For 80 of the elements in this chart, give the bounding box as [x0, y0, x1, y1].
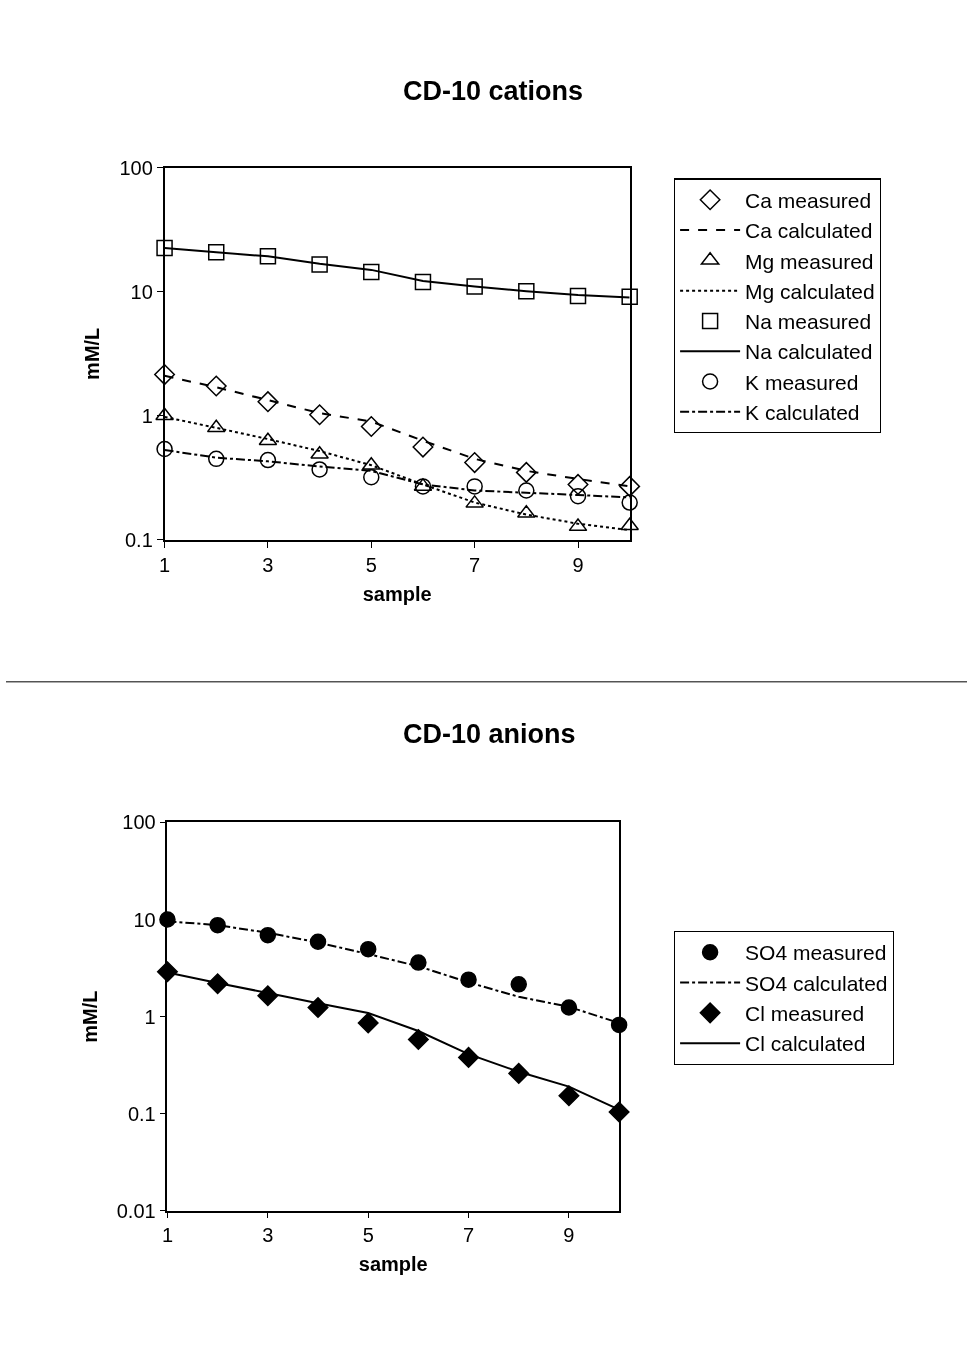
point	[518, 282, 535, 300]
chart-title: CD-10 cations	[403, 76, 584, 106]
x-tick-label: 5	[362, 1224, 374, 1247]
point	[257, 391, 279, 413]
point	[464, 452, 486, 474]
x-tick-label: 3	[262, 1224, 274, 1247]
point	[359, 940, 377, 958]
point	[311, 461, 328, 478]
y-tick-label: 1	[144, 1005, 156, 1028]
x-axis-title: sample	[358, 1253, 428, 1276]
point	[510, 976, 527, 993]
legend-label: Ca calculated	[745, 219, 873, 243]
x-tick-label: 7	[469, 553, 481, 576]
legend-label: K measured	[745, 370, 859, 394]
chart-title: CD-10 anions	[403, 719, 576, 749]
legend-label: Mg measured	[745, 249, 874, 273]
y-tick-label: 0.01	[116, 1199, 156, 1222]
y-tick-label: 100	[122, 811, 156, 834]
legend-label: Ca measured	[745, 188, 872, 212]
point	[414, 273, 432, 291]
point	[619, 475, 641, 497]
point	[567, 473, 589, 495]
y-tick-label: 1	[141, 404, 153, 427]
point	[156, 239, 173, 257]
legend-label: Na measured	[745, 310, 872, 334]
point	[466, 478, 483, 495]
point	[259, 248, 277, 265]
point	[516, 504, 536, 518]
point	[569, 287, 587, 305]
point	[307, 997, 329, 1019]
legend-label: SO4 measured	[745, 941, 887, 965]
y-tick-label: 10	[133, 908, 156, 931]
point	[311, 256, 328, 273]
point	[361, 456, 381, 470]
point	[518, 482, 535, 499]
point	[558, 1085, 580, 1107]
x-tick-label: 1	[159, 553, 171, 576]
legend-label: K calculated	[745, 401, 860, 425]
x-tick-label: 3	[262, 553, 274, 576]
point	[621, 288, 638, 306]
point	[621, 494, 638, 511]
point	[154, 364, 176, 386]
legend-label: Mg calculated	[745, 279, 875, 303]
point	[258, 432, 278, 446]
legend-label: Na calculated	[745, 340, 873, 364]
point	[414, 478, 432, 495]
point	[155, 407, 174, 421]
x-tick-label: 9	[563, 1224, 575, 1247]
point	[569, 487, 587, 505]
point	[156, 440, 173, 458]
legend-label: SO4 calculated	[745, 971, 888, 995]
y-tick-label: 10	[130, 280, 153, 303]
x-tick-label: 1	[161, 1224, 174, 1247]
point	[466, 278, 483, 295]
point	[363, 468, 380, 486]
x-axis-title: sample	[362, 582, 432, 605]
point	[309, 404, 331, 426]
legend-label: Cl calculated	[745, 1032, 866, 1056]
point	[357, 1012, 379, 1034]
x-tick-label: 5	[365, 553, 377, 576]
point	[515, 461, 537, 483]
point	[205, 375, 227, 397]
y-tick-label: 100	[119, 156, 153, 179]
point	[620, 517, 640, 531]
point	[412, 436, 434, 458]
point	[360, 416, 382, 438]
point	[208, 450, 225, 468]
legend-label: Cl measured	[745, 1002, 865, 1026]
y-axis-title: mM/L	[81, 327, 104, 380]
y-axis-title: mM/L	[78, 990, 101, 1043]
x-tick-label: 9	[572, 553, 584, 576]
point	[568, 518, 588, 532]
point	[206, 419, 226, 433]
y-tick-label: 0.1	[127, 1102, 156, 1125]
point	[208, 244, 225, 261]
x-tick-label: 7	[463, 1224, 475, 1247]
y-tick-label: 0.1	[125, 528, 153, 551]
point	[259, 451, 277, 469]
point	[407, 1029, 429, 1051]
point	[363, 263, 380, 281]
